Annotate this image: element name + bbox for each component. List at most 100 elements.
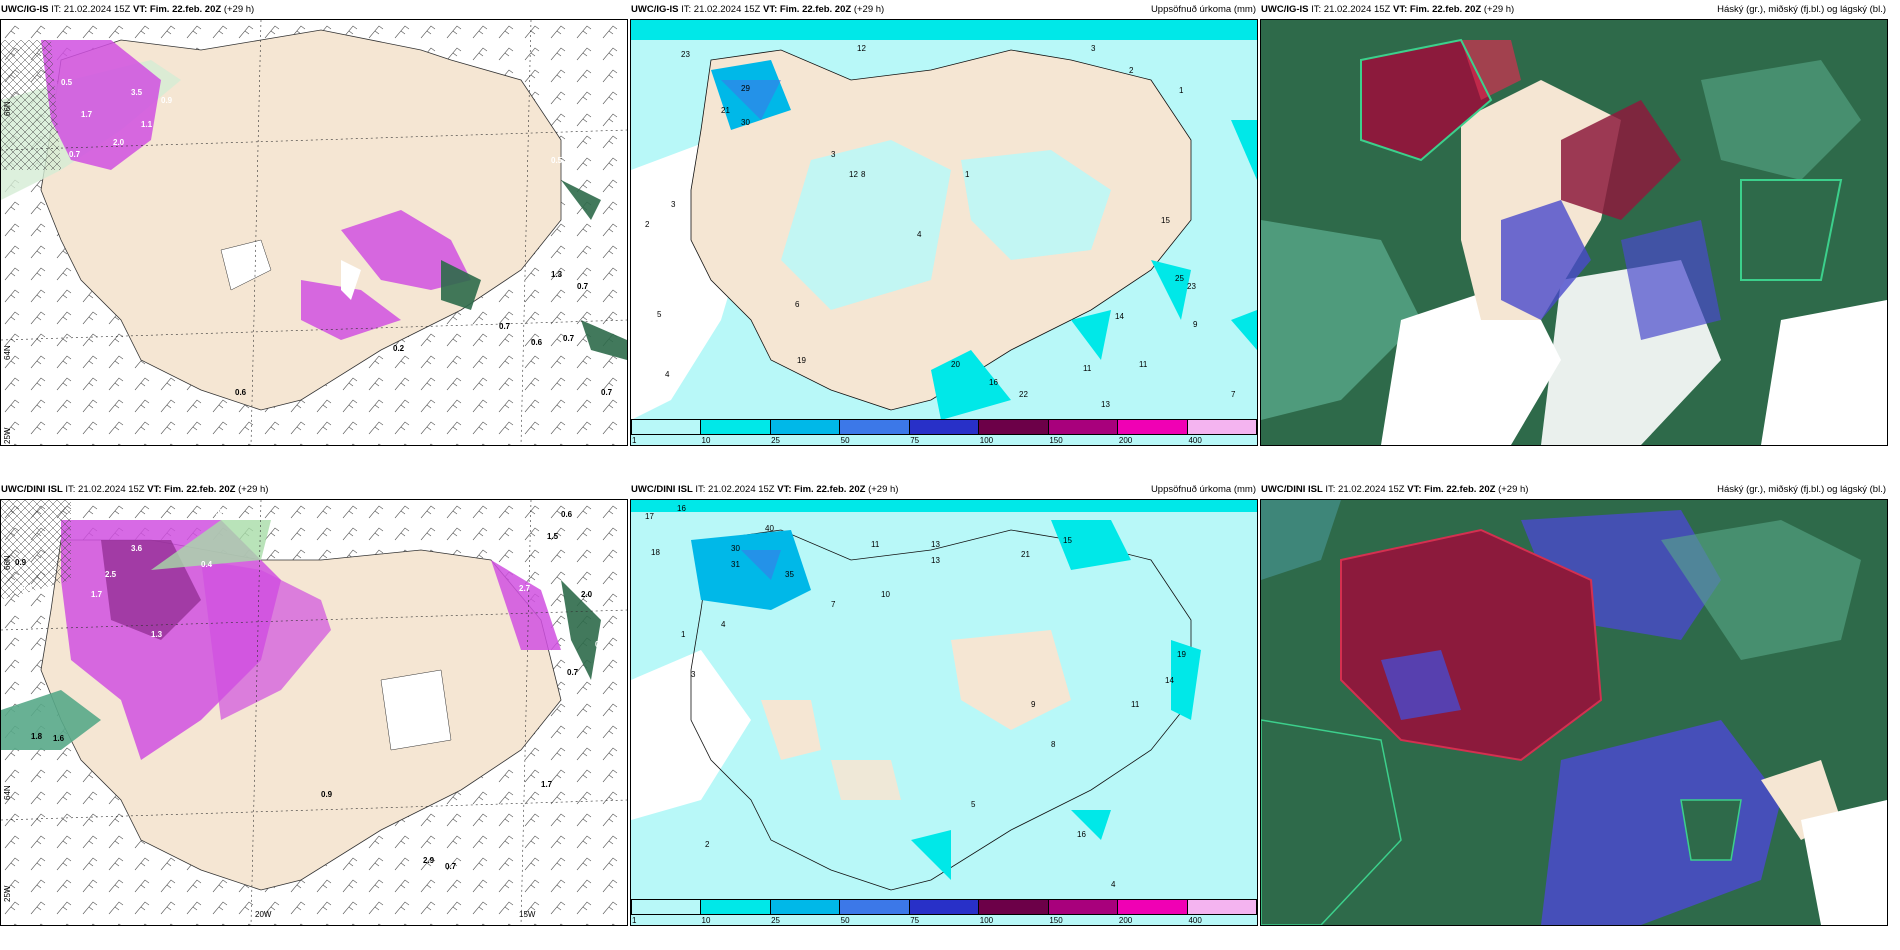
lon-label: 25W: [3, 885, 12, 902]
precip-label: 16: [989, 378, 998, 387]
lat-label: 64N: [3, 345, 12, 360]
precip-label: 11: [871, 540, 880, 549]
legend-swatch: [840, 900, 910, 914]
precip-label: 14: [1115, 312, 1124, 321]
panel-igis-clouds: UWC/IG-IS IT: 21.02.2024 15Z VT: Fim. 22…: [1260, 0, 1888, 446]
precip-label: 1: [965, 170, 970, 179]
precip-label: 2: [705, 840, 710, 849]
legend-swatch: [770, 420, 841, 434]
precip-label: 20: [951, 360, 960, 369]
lat-label: 66N: [3, 555, 12, 570]
precip-label: 1: [681, 630, 686, 639]
precip-label: 0.5: [551, 156, 563, 165]
legend-tick-label: 200: [1118, 916, 1133, 925]
precip-label: 2.5: [105, 570, 117, 579]
panel-header: UWC/IG-IS IT: 21.02.2024 15Z VT: Fim. 22…: [631, 4, 885, 15]
map-canvas: [1260, 19, 1888, 446]
panel-subtitle: Uppsöfnuð úrkoma (mm): [1150, 4, 1256, 15]
legend-tick-label: 150: [1049, 436, 1063, 445]
precip-label: 0.3: [21, 584, 33, 593]
precip-label: 1.6: [53, 734, 65, 743]
panel-header: UWC/DINI ISL IT: 21.02.2024 15Z VT: Fim.…: [631, 484, 899, 495]
precip-label: 0.7: [69, 150, 81, 159]
precip-legend: 1 10 25 50 75 100 150 200 400: [631, 899, 1257, 925]
legend-swatch: [979, 420, 1049, 434]
lat-label: 64N: [3, 785, 12, 800]
legend-swatch: [979, 900, 1049, 914]
legend-swatch: [1187, 900, 1256, 914]
precip-label: 2: [645, 220, 650, 229]
precip-map: [631, 20, 1257, 445]
precip-label: 5: [971, 800, 976, 809]
wind-precip-map: [1, 20, 627, 445]
legend-ticks: 1 10 25 50 75 100 150 200 400: [631, 436, 1257, 445]
panel-dini-clouds: UWC/DINI ISL IT: 21.02.2024 15Z VT: Fim.…: [1260, 480, 1888, 926]
legend-swatch: [1048, 420, 1119, 434]
precip-label: 4: [917, 230, 922, 239]
precip-label: 1.8: [31, 732, 43, 741]
map-canvas: [1260, 499, 1888, 926]
legend-tick-label: 400: [1188, 916, 1202, 925]
map-canvas: 23 12 2 29 30 21 4 3 5 3 2 1 1 3 4 6 8 1…: [630, 19, 1258, 446]
lon-label: 20W: [255, 910, 272, 919]
precip-label: 13: [931, 556, 940, 565]
precip-label: 2.0: [581, 590, 593, 599]
legend-tick-label: 75: [910, 916, 920, 925]
precip-label: 0.6: [561, 510, 573, 519]
precip-label: 3.6: [131, 544, 143, 553]
precip-label: 5: [657, 310, 662, 319]
lon-label: 25W: [3, 427, 12, 444]
precip-label: 25: [1175, 274, 1184, 283]
precip-label: 29: [741, 84, 750, 93]
legend-tick-label: 50: [840, 916, 850, 925]
precip-label: 0.7: [499, 322, 511, 331]
precip-label: 30: [731, 544, 740, 553]
precip-label: 0.7: [577, 282, 589, 291]
precip-label: 0.9: [15, 558, 27, 567]
precip-label: 0.7: [563, 334, 575, 343]
precip-label: 12: [857, 44, 866, 53]
precip-label: 8: [861, 170, 866, 179]
legend-tick-label: 100: [979, 436, 994, 445]
legend-tick-label: 100: [979, 916, 994, 925]
precip-label: 0.7: [601, 388, 613, 397]
precip-label: 4: [721, 620, 726, 629]
panel-header: UWC/DINI ISL IT: 21.02.2024 15Z VT: Fim.…: [1, 484, 269, 495]
legend-swatch: [1187, 420, 1256, 434]
precip-label: 0.4: [595, 640, 607, 649]
precip-map: [631, 500, 1257, 925]
precip-label: 0.4: [201, 560, 213, 569]
precip-label: 1.7: [81, 110, 93, 119]
precip-label: 1.7: [91, 590, 103, 599]
legend-tick-label: 10: [701, 436, 711, 445]
precip-label: 16: [677, 504, 686, 513]
precip-label: 13: [931, 540, 940, 549]
precip-label: 6: [795, 300, 800, 309]
precip-label: 0.7: [445, 862, 457, 871]
legend-colorbar: [631, 419, 1257, 435]
panel-subtitle: Háský (gr.), miðský (fj.bl.) og lágský (…: [1717, 4, 1886, 15]
precip-label: 23: [1187, 282, 1196, 291]
precip-label: 1.3: [551, 270, 563, 279]
map-canvas: 0.5 2.0 3.5 0.9 1.7 0.7 1.1 0.5 1.3 0.7 …: [0, 19, 628, 446]
precip-legend: 1 10 25 50 75 100 150 200 400: [631, 419, 1257, 445]
precip-label: 0.7: [567, 668, 579, 677]
legend-swatch: [1118, 900, 1188, 914]
precip-label: 3: [691, 670, 696, 679]
legend-tick-label: 10: [701, 916, 711, 925]
panel-header: UWC/DINI ISL IT: 21.02.2024 15Z VT: Fim.…: [1261, 484, 1529, 495]
precip-label: 17: [645, 512, 654, 521]
precip-label: 1.5: [547, 532, 559, 541]
precip-label: 0.6: [235, 388, 247, 397]
cloud-map: [1261, 500, 1887, 925]
legend-tick-label: 400: [1188, 436, 1202, 445]
precip-label: 18: [651, 548, 660, 557]
precip-label: 30: [741, 118, 750, 127]
map-canvas: 17 16 18 30 31 35 40 11 13 4 3 1 2 21 19…: [630, 499, 1258, 926]
legend-swatch: [1048, 900, 1119, 914]
precip-label: 15: [1161, 216, 1170, 225]
legend-swatch: [632, 420, 702, 434]
precip-label: 19: [797, 356, 806, 365]
precip-label: 1.7: [541, 780, 553, 789]
precip-label: 40: [765, 524, 774, 533]
